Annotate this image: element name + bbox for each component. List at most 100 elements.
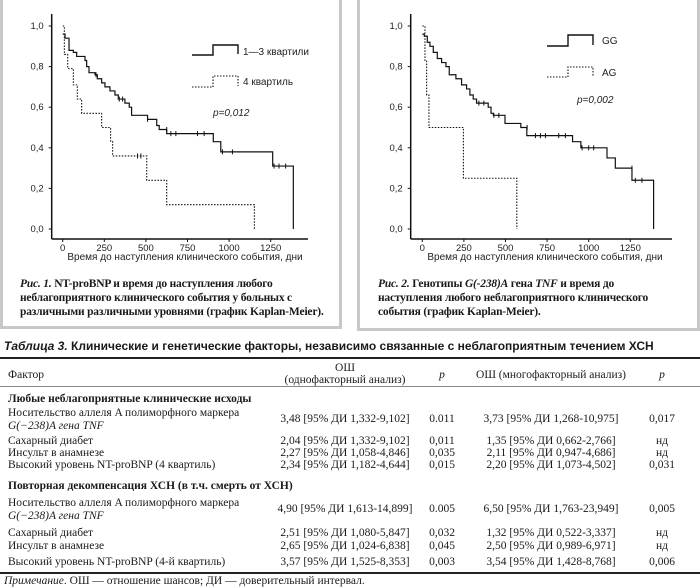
or-uni-cell: 2,65 [95% ДИ 1,024-6,838] xyxy=(280,540,410,552)
or-uni-cell: 2,27 [95% ДИ 1,058-4,846] xyxy=(280,447,410,459)
chart-fig1: 1—3 квартили 4 квартиль p=0,012 Время до… xyxy=(30,14,309,263)
table-title-text: Клинические и генетические факторы, неза… xyxy=(71,339,654,353)
x-tick-label: 500 xyxy=(138,243,154,254)
factor-cell-line2: G(−238)A гена TNF xyxy=(8,420,104,432)
legend-swatch-1 xyxy=(547,34,594,47)
p-uni-cell: 0,035 xyxy=(429,447,455,459)
x-tick-label: 750 xyxy=(539,243,555,254)
legend-label-series-1: GG xyxy=(602,36,618,47)
factor-cell: Носительство аллеля A полиморфного марке… xyxy=(8,497,240,509)
table-top-rule xyxy=(0,357,700,359)
survival-curve-1 xyxy=(62,33,294,229)
y-tick-label: 0,0 xyxy=(389,224,402,235)
chart-fig2: GG AG p=0,002 Время до наступления клини… xyxy=(389,14,672,263)
p-multi-cell: нд xyxy=(655,527,669,539)
or-multi-cell: 1,35 [95% ДИ 0,662-2,766] xyxy=(486,435,616,447)
y-tick-label: 1,0 xyxy=(389,21,402,32)
y-tick-label: 0,8 xyxy=(389,62,402,73)
y-tick-label: 0,0 xyxy=(30,224,43,235)
or-multi-cell: 2,11 [95% ДИ 0,947-4,686] xyxy=(486,447,616,459)
x-tick-label: 1250 xyxy=(620,243,641,254)
y-tick-label: 0,6 xyxy=(30,102,43,113)
header-or-uni-sub: (однофакторный анализ) xyxy=(284,374,406,386)
legend-swatch-2 xyxy=(192,75,239,88)
factor-cell: Сахарный диабет xyxy=(8,435,94,447)
figure-label: Рис. 2. xyxy=(378,278,410,290)
header-p-multi: p xyxy=(659,369,665,381)
or-multi-cell: 3,54 [95% ДИ 1,428-8,768] xyxy=(486,556,616,568)
p-uni-cell: 0,045 xyxy=(429,540,455,552)
x-tick-label: 250 xyxy=(456,243,472,254)
note-label: Примечание xyxy=(4,575,64,587)
p-uni-cell: 0,011 xyxy=(429,435,455,447)
x-tick-label: 1250 xyxy=(260,243,281,254)
or-multi-cell: 3,73 [95% ДИ 1,268-10,975] xyxy=(483,413,619,425)
table-header-rule xyxy=(0,386,700,387)
y-tick-label: 0,6 xyxy=(389,102,402,113)
table-label: Таблица 3. xyxy=(4,339,68,353)
x-tick-label: 0 xyxy=(60,243,65,254)
p-multi-cell: нд xyxy=(655,435,669,447)
p-multi-cell: 0,031 xyxy=(649,459,675,471)
factor-cell-line2: G(−238)A гена TNF xyxy=(8,510,104,522)
p-uni-cell: 0,003 xyxy=(429,556,455,568)
p-multi-cell: 0,005 xyxy=(649,503,675,515)
caption-text: NT-proBNP и время до наступления любого … xyxy=(20,278,324,318)
or-uni-cell: 2,04 [95% ДИ 1,332-9,102] xyxy=(280,435,410,447)
factor-cell: Высокий уровень NT-proBNP (4-й квартиль) xyxy=(8,556,226,568)
legend-label-series-2: 4 квартиль xyxy=(243,77,293,88)
legend-swatch-2 xyxy=(547,66,594,78)
gene-name: G(-238)A xyxy=(464,278,509,290)
header-or-multi: ОШ (многофакторный анализ) xyxy=(476,369,626,381)
or-uni-cell: 3,57 [95% ДИ 1,525-8,353] xyxy=(280,556,410,568)
survival-curve-2 xyxy=(422,25,518,229)
x-tick-label: 250 xyxy=(96,243,112,254)
y-tick-label: 0,8 xyxy=(30,62,43,73)
figure-1-caption: Рис. 1. NT-proBNP и время до наступления… xyxy=(20,277,325,319)
x-axis-label: Время до наступления клинического событи… xyxy=(427,251,662,263)
y-tick-label: 1,0 xyxy=(30,21,43,32)
survival-curve-2 xyxy=(62,25,255,229)
caption-text: и время до наступления любого неблагопри… xyxy=(378,278,649,318)
table-note: Примечание. ОШ — отношение шансов; ДИ — … xyxy=(4,575,365,587)
figure-2-caption: Рис. 2. Генотипы G(-238)A гена TNF и вре… xyxy=(378,277,678,319)
p-value-annotation: p=0,012 xyxy=(212,108,250,119)
x-axis-label: Время до наступления клинического событи… xyxy=(67,251,302,263)
survival-curve-1 xyxy=(422,33,655,229)
p-uni-cell: 0.005 xyxy=(429,503,455,515)
y-tick-label: 0,4 xyxy=(389,143,402,154)
or-multi-cell: 6,50 [95% ДИ 1,763-23,949] xyxy=(483,503,619,515)
y-tick-label: 0,2 xyxy=(30,183,43,194)
x-tick-label: 500 xyxy=(498,243,514,254)
figure-2-frame xyxy=(357,0,700,331)
p-multi-cell: 0,017 xyxy=(649,413,675,425)
p-uni-cell: 0.011 xyxy=(429,413,455,425)
or-uni-cell: 3,48 [95% ДИ 1,332-9,102] xyxy=(280,413,410,425)
y-tick-label: 0,4 xyxy=(30,143,43,154)
figure-label: Рис. 1. xyxy=(20,278,52,290)
factor-cell: Инсульт в анамнезе xyxy=(8,447,105,459)
figure-1-frame xyxy=(0,0,342,329)
or-uni-cell: 2,34 [95% ДИ 1,182-4,644] xyxy=(280,459,410,471)
x-tick-label: 1000 xyxy=(219,243,240,254)
table-title: Таблица 3. Клинические и генетические фа… xyxy=(4,339,654,353)
p-multi-cell: 0,006 xyxy=(649,556,675,568)
header-p-uni: p xyxy=(439,369,445,381)
x-tick-label: 750 xyxy=(180,243,196,254)
p-multi-cell: нд xyxy=(655,540,669,552)
caption-text: гена xyxy=(510,278,533,290)
or-multi-cell: 2,50 [95% ДИ 0,989-6,971] xyxy=(486,540,616,552)
factor-cell: Инсульт в анамнезе xyxy=(8,540,105,552)
table-bottom-rule xyxy=(0,572,700,574)
p-uni-cell: 0,015 xyxy=(429,459,455,471)
kaplan-meier-charts: 1—3 квартили 4 квартиль p=0,012 Время до… xyxy=(30,14,672,263)
or-uni-cell: 2,51 [95% ДИ 1,080-5,847] xyxy=(280,527,410,539)
factor-cell: Сахарный диабет xyxy=(8,527,94,539)
factor-cell: Высокий уровень NT-proBNP (4 квартиль) xyxy=(8,459,216,471)
p-uni-cell: 0,032 xyxy=(429,527,455,539)
or-uni-cell: 4,90 [95% ДИ 1,613-14,899] xyxy=(277,503,413,515)
legend-label-series-1: 1—3 квартили xyxy=(243,47,309,58)
x-tick-label: 0 xyxy=(420,243,425,254)
y-tick-label: 0,2 xyxy=(389,183,402,194)
or-multi-cell: 1,32 [95% ДИ 0,522-3,337] xyxy=(486,527,616,539)
